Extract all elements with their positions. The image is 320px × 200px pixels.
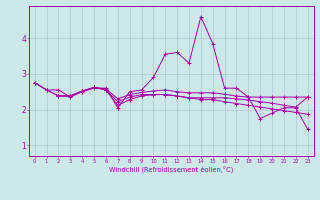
X-axis label: Windchill (Refroidissement éolien,°C): Windchill (Refroidissement éolien,°C) — [109, 165, 233, 173]
